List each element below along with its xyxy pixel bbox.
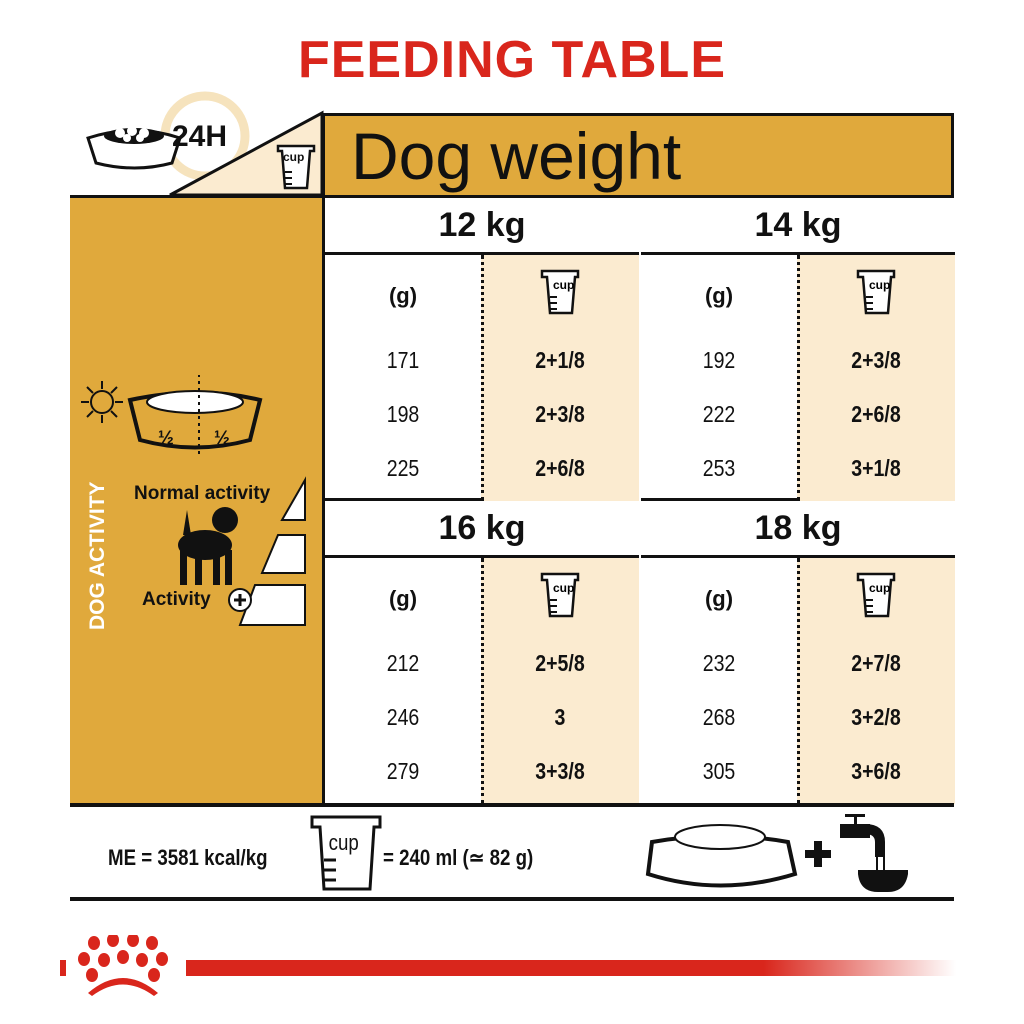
cup-icon: cup (540, 572, 580, 618)
weight-header: 14 kg (641, 198, 955, 255)
grams-value: 305 (702, 758, 736, 784)
cups-value: 3 (554, 704, 566, 730)
weight-header: 16 kg (325, 501, 639, 558)
cups-value: 2+3/8 (535, 401, 585, 427)
grams-value: 225 (386, 455, 420, 481)
cup-icon: cup (856, 269, 896, 315)
cup-label: cup (283, 150, 305, 164)
daily-ration-header (86, 91, 324, 197)
brand-stripe (60, 960, 66, 976)
cup-label: cup (328, 830, 359, 855)
grams-header: (g) (388, 586, 418, 611)
moon-icon (291, 385, 315, 419)
activity-level-bars (238, 476, 306, 626)
food-bowl-icon (645, 824, 798, 888)
brand-crown-logo (78, 935, 168, 996)
cup-icon: cup (540, 269, 580, 315)
brand-stripe (186, 960, 956, 976)
period-label: 24H (172, 120, 228, 153)
grams-value: 192 (702, 347, 736, 373)
weight-cell: 18 kg (g) cup 232 2+7/8 268 3+2/8 305 3+6/8 (641, 501, 955, 804)
food-bowl-half-icon (127, 375, 263, 455)
dog-silhouette-icon (178, 507, 238, 585)
activity-panel (70, 195, 324, 806)
sun-icon (81, 381, 123, 423)
grams-value: 246 (386, 704, 420, 730)
weight-cell: 14 kg (g) cup 192 2+3/8 222 2+6/8 253 3+1/8 (641, 198, 955, 501)
cup-icon: cup (856, 572, 896, 618)
svg-text:cup: cup (553, 581, 574, 595)
cup-equivalence: = 240 ml (≃ 82 g) (383, 845, 534, 870)
grams-value: 171 (386, 347, 420, 373)
half-right-label: ½ (214, 428, 230, 449)
page-title: FEEDING TABLE (297, 31, 727, 89)
grams-value: 268 (702, 704, 736, 730)
grams-value: 232 (702, 650, 736, 676)
energy-value: ME = 3581 kcal/kg (108, 845, 268, 870)
dog-weight-header: Dog weight (322, 113, 954, 197)
food-bowl-icon (86, 126, 182, 170)
grams-header: (g) (704, 586, 734, 611)
cups-value: 2+7/8 (851, 650, 901, 676)
svg-text:cup: cup (553, 278, 574, 292)
cups-value: 2+6/8 (851, 401, 901, 427)
cups-value: 3+2/8 (851, 704, 901, 730)
dog-weight-title: Dog weight (351, 119, 682, 193)
activity-illustration (81, 375, 315, 626)
divider (70, 803, 954, 807)
cup-icon (310, 815, 382, 891)
cups-value: 2+6/8 (535, 455, 585, 481)
plus-icon (805, 841, 831, 867)
grams-value: 253 (702, 455, 736, 481)
cups-value: 3+6/8 (851, 758, 901, 784)
weight-cell: 12 kg (g) cup 171 2+1/8 198 2+3/8 225 2+6/8 (325, 198, 639, 501)
weight-cell: 16 kg (g) cup 212 2+5/8 246 3 279 3+3/8 (325, 501, 639, 804)
cups-value: 2+3/8 (851, 347, 901, 373)
water-tap-icon (840, 814, 908, 892)
cups-value: 3+1/8 (851, 455, 901, 481)
cup-icon (276, 144, 316, 190)
svg-text:cup: cup (869, 581, 890, 595)
half-left-label: ½ (158, 428, 174, 449)
plus-circle-icon (228, 588, 252, 612)
grams-value: 198 (386, 401, 420, 427)
food-and-water-illustration (645, 814, 908, 892)
grams-value: 212 (386, 650, 420, 676)
cups-value: 3+3/8 (535, 758, 585, 784)
grams-header: (g) (388, 283, 418, 308)
high-activity-label: Activity (142, 589, 211, 610)
grams-header: (g) (704, 283, 734, 308)
weight-header: 12 kg (325, 198, 639, 255)
feeding-table: 12 kg (g) cup 171 2+1/8 198 2+3/8 225 2+6/8 1… (322, 195, 955, 806)
grams-value: 279 (386, 758, 420, 784)
normal-activity-label: Normal activity (134, 483, 271, 504)
weight-header: 18 kg (641, 501, 955, 558)
grams-value: 222 (702, 401, 736, 427)
divider (70, 897, 954, 901)
cups-value: 2+1/8 (535, 347, 585, 373)
svg-text:cup: cup (869, 278, 890, 292)
cups-value: 2+5/8 (535, 650, 585, 676)
